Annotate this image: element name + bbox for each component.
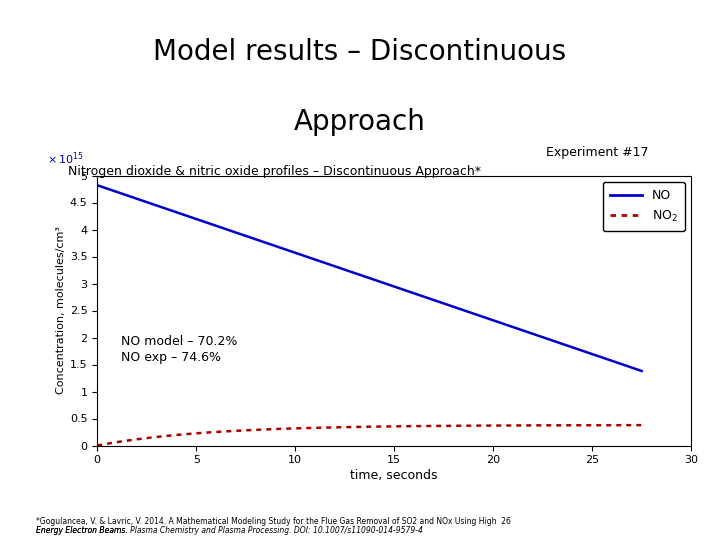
X-axis label: time, seconds: time, seconds xyxy=(351,469,438,482)
Text: Approach: Approach xyxy=(294,108,426,136)
Text: Model results – Discontinuous: Model results – Discontinuous xyxy=(153,38,567,66)
Text: *Gogulancea, V. & Lavric, V. 2014. A Mathematical Modeling Study for the Flue Ga: *Gogulancea, V. & Lavric, V. 2014. A Mat… xyxy=(36,517,511,526)
Text: $\times\,10^{15}$: $\times\,10^{15}$ xyxy=(47,151,84,167)
Legend: NO, NO$_2$: NO, NO$_2$ xyxy=(603,182,685,231)
Text: Energy Electron Beams. Plasma Chemistry and Plasma Processing. DOI: 10.1007/s110: Energy Electron Beams. Plasma Chemistry … xyxy=(36,525,423,535)
Y-axis label: Concentration, molecules/cm³: Concentration, molecules/cm³ xyxy=(55,226,66,395)
Text: Experiment #17: Experiment #17 xyxy=(546,146,648,159)
Text: Nitrogen dioxide & nitric oxide profiles – Discontinuous Approach*: Nitrogen dioxide & nitric oxide profiles… xyxy=(68,165,482,178)
Text: NO model – 70.2%: NO model – 70.2% xyxy=(121,335,238,348)
Text: NO exp – 74.6%: NO exp – 74.6% xyxy=(121,351,221,364)
Text: Energy Electron Beams.: Energy Electron Beams. xyxy=(36,525,130,535)
